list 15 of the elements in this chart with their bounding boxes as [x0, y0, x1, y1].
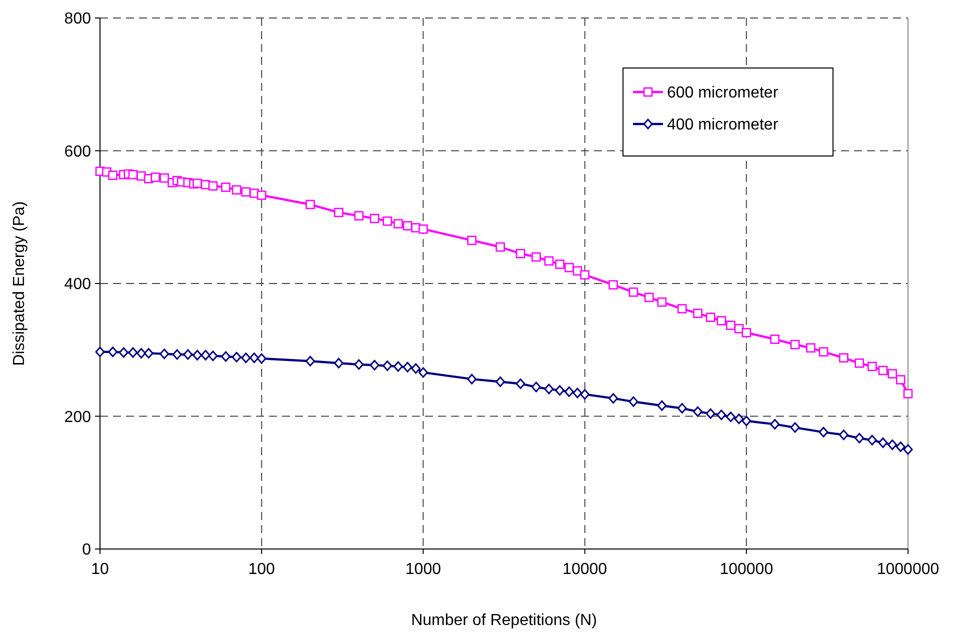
- x-tick-label: 100: [248, 561, 276, 578]
- x-tick-label: 10000: [562, 561, 608, 578]
- x-tick-label: 1000: [405, 561, 442, 578]
- legend-label: 600 micrometer: [667, 84, 779, 102]
- x-tick-label: 100000: [720, 561, 774, 578]
- y-tick-label: 600: [64, 143, 92, 160]
- legend-label: 400 micrometer: [667, 116, 779, 134]
- y-tick-label: 400: [64, 276, 92, 294]
- y-tick-label: 0: [82, 542, 92, 559]
- x-axis-title: Number of Repetitions (N): [411, 612, 597, 629]
- y-tick-label: 200: [64, 408, 92, 426]
- x-tick-label: 1000000: [876, 561, 940, 578]
- x-tick-label: 10: [91, 561, 109, 578]
- y-axis-title: Dissipated Energy (Pa): [11, 201, 28, 366]
- y-tick-label: 800: [64, 10, 92, 28]
